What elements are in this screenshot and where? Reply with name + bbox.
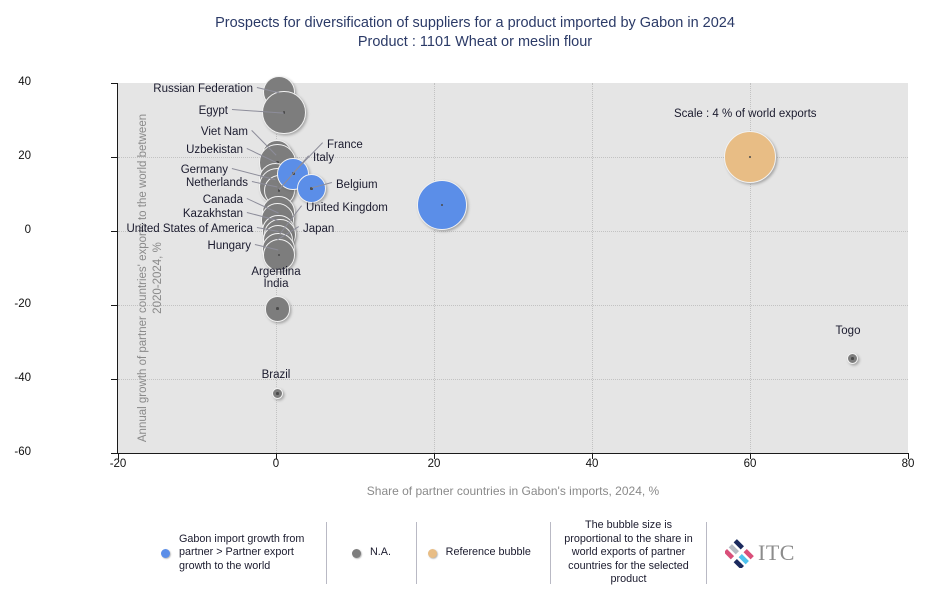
x-axis-line [117, 453, 909, 455]
bubble-center-dot [292, 172, 295, 175]
y-tick-mark [111, 231, 117, 233]
x-tick-label: 40 [585, 458, 599, 470]
point-label-india: India [263, 278, 289, 290]
x-axis-label: Share of partner countries in Gabon's im… [366, 484, 660, 498]
point-label-netherlands: Netherlands [185, 177, 248, 189]
gridline-horizontal [118, 231, 908, 232]
bubble-belgium[interactable] [296, 173, 327, 204]
bubble-togo[interactable] [847, 353, 859, 365]
x-tick-mark [750, 453, 752, 459]
y-tick-label: 40 [18, 76, 31, 88]
itc-logo-text: ITC [758, 540, 795, 565]
gridline-horizontal [118, 305, 908, 306]
y-tick-mark [111, 379, 117, 381]
x-tick-label: 0 [272, 458, 280, 470]
legend-item-growth-label: Gabon import growth from partner > Partn… [179, 532, 305, 572]
legend-item-na[interactable]: N.A. [327, 518, 416, 588]
x-tick-mark [118, 453, 120, 459]
point-label-uzbekistan: Uzbekistan [186, 144, 243, 156]
legend-item-reference[interactable]: Reference bubble [417, 518, 550, 588]
point-label-france: France [327, 139, 363, 151]
legend-note: The bubble size is proportional to the s… [551, 518, 707, 588]
point-label-united-states-of-america: United States of America [126, 223, 253, 235]
gridline-vertical [592, 83, 593, 453]
bubble-brazil[interactable] [271, 388, 284, 400]
point-label-germany: Germany [180, 164, 228, 176]
x-tick-mark [276, 453, 278, 459]
bubble-center-dot [276, 307, 279, 310]
point-label-togo: Togo [835, 325, 861, 337]
bubble-egypt[interactable] [262, 90, 306, 135]
bubble-t-rkiye[interactable] [416, 180, 467, 231]
point-label-egypt: Egypt [198, 105, 228, 117]
bubble-center-dot [310, 187, 313, 190]
bubble-center-dot [277, 188, 281, 192]
point-label-japan: Japan [303, 223, 335, 235]
gridline-vertical [750, 83, 751, 453]
y-tick-label: -20 [14, 298, 31, 310]
x-tick-mark [908, 453, 910, 459]
point-label-italy: Italy [313, 152, 335, 164]
x-tick-label: -20 [109, 458, 127, 470]
legend-item-growth[interactable]: Gabon import growth from partner > Partn… [150, 518, 326, 588]
bubble-argentina[interactable] [262, 238, 296, 272]
bubble-center-dot [748, 155, 752, 159]
bubble-center-dot [440, 203, 444, 207]
bubble-center-dot [277, 253, 281, 257]
point-label-brazil: Brazil [261, 369, 291, 381]
point-label-canada: Canada [202, 194, 243, 206]
y-tick-mark [111, 83, 117, 85]
y-axis-line [117, 83, 119, 454]
x-tick-mark [592, 453, 594, 459]
itc-mark-icon [725, 539, 754, 568]
chart-title: Prospects for diversification of supplie… [0, 14, 950, 52]
legend-item-reference-label: Reference bubble [445, 546, 531, 559]
y-tick-label: -60 [14, 446, 31, 458]
gridline-horizontal [118, 157, 908, 158]
y-tick-mark [111, 305, 117, 307]
point-label-belgium: Belgium [336, 179, 378, 191]
point-label-united-kingdom: United Kingdom [306, 202, 388, 214]
legend-divider [706, 522, 708, 584]
legend-divider [415, 522, 417, 584]
y-tick-label: 0 [24, 224, 31, 236]
bubble-center-dot [282, 111, 286, 114]
plot-area [118, 83, 908, 453]
chart-title-line1: Prospects for diversification of supplie… [215, 15, 735, 31]
x-tick-label: 60 [743, 458, 757, 470]
legend-note-label: The bubble size is proportional to the s… [564, 519, 693, 586]
y-tick-mark [111, 453, 117, 455]
point-label-argentina: Argentina [251, 266, 301, 278]
blue-dot-icon [161, 548, 170, 558]
bubble-center-dot [276, 392, 279, 396]
bubble-center-dot [851, 357, 854, 360]
tan-dot-icon [427, 548, 437, 558]
legend-divider [549, 522, 551, 584]
gridline-vertical [434, 83, 435, 453]
scale-reference-label: Scale : 4 % of world exports [674, 107, 817, 120]
y-tick-label: -40 [14, 372, 31, 384]
legend-divider [326, 522, 328, 584]
x-tick-mark [434, 453, 436, 459]
chart-legend: Gabon import growth from partner > Partn… [150, 518, 795, 588]
point-label-kazakhstan: Kazakhstan [182, 208, 243, 220]
point-label-russian-federation: Russian Federation [153, 83, 253, 95]
itc-logo: ITC [707, 518, 795, 588]
bubble-reference-bubble[interactable] [723, 130, 777, 184]
chart-title-line2: Product : 1101 Wheat or meslin flour [357, 34, 593, 50]
gridline-horizontal [118, 379, 908, 380]
gray-dot-icon [352, 548, 361, 558]
y-tick-mark [111, 157, 117, 159]
y-tick-label: 20 [18, 150, 31, 162]
x-tick-label: 80 [901, 458, 915, 470]
point-label-viet-nam: Viet Nam [200, 126, 248, 138]
bubble-india[interactable] [264, 295, 291, 322]
point-label-hungary: Hungary [207, 240, 251, 252]
x-tick-label: 20 [427, 458, 441, 470]
legend-item-na-label: N.A. [370, 546, 391, 559]
